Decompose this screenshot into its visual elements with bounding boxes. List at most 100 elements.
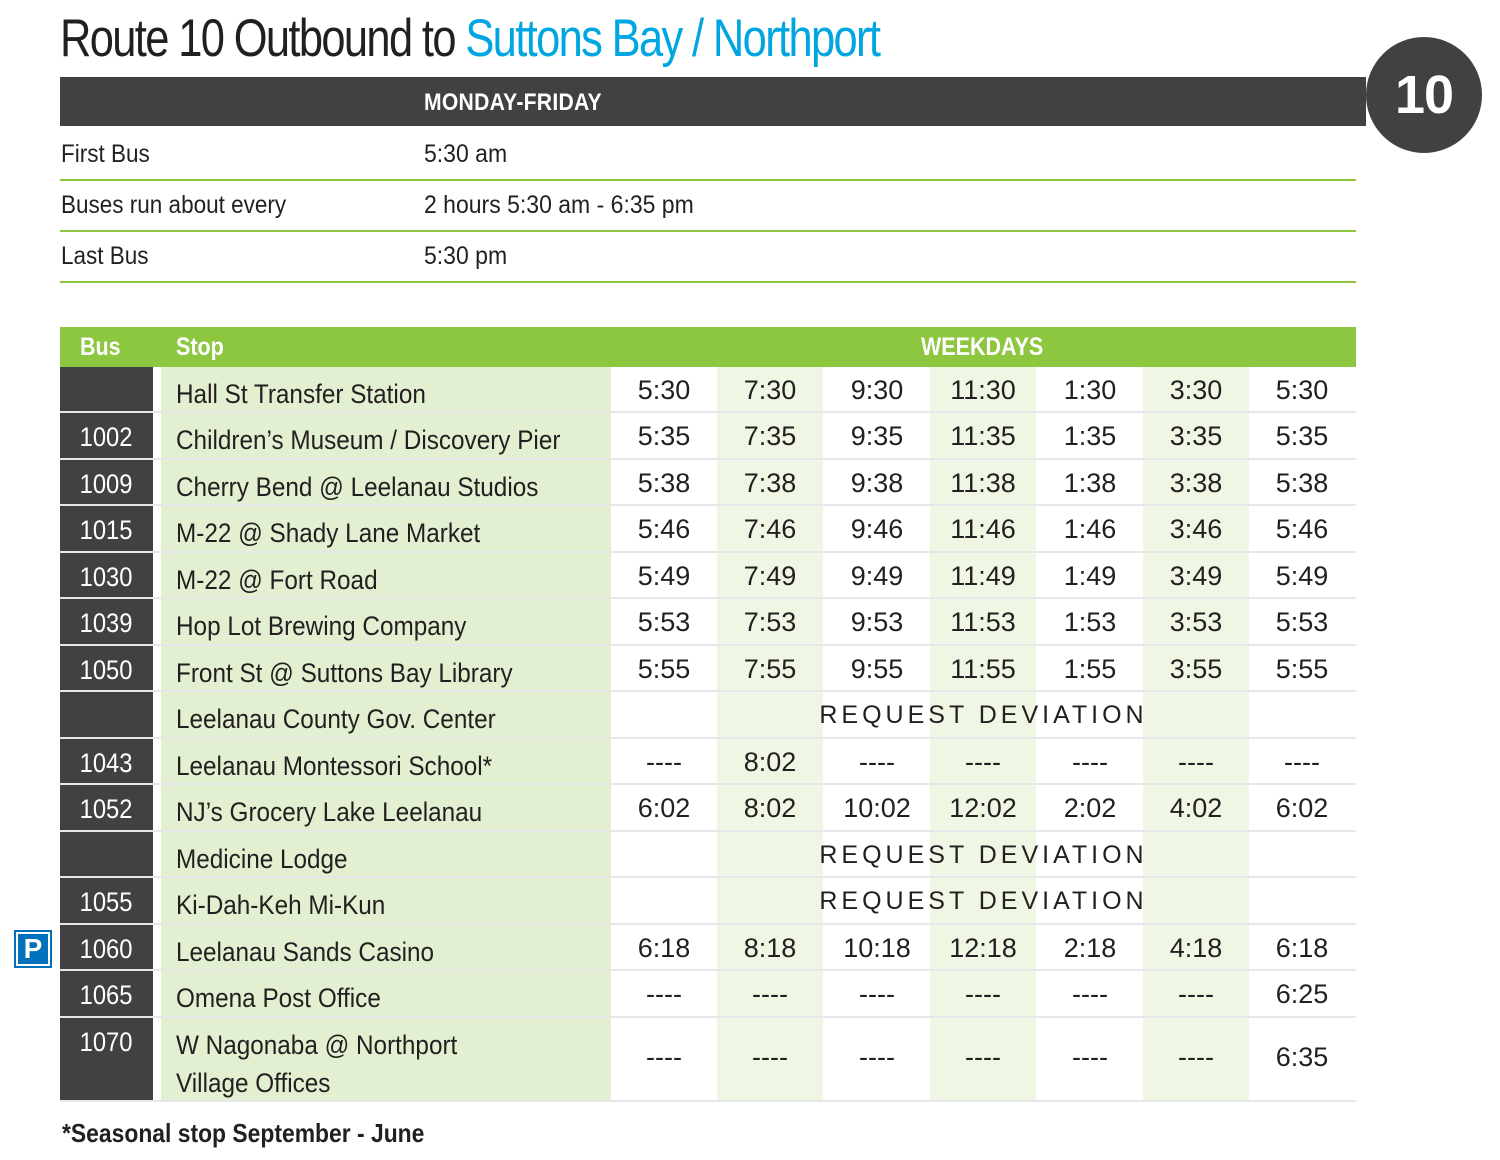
departure-time: 1:55: [1063, 654, 1117, 684]
bus-stop-id: 1002: [60, 413, 153, 458]
departure-time: 9:55: [850, 654, 904, 684]
request-deviation-note: REQUEST DEVIATION: [819, 887, 1148, 915]
departure-time: 3:30: [1169, 375, 1223, 405]
departure-time: 5:55: [637, 654, 691, 684]
departure-time: 7:30: [743, 375, 797, 405]
summary-row: First Bus 5:30 am: [60, 128, 1356, 181]
departure-time: 5:49: [637, 561, 691, 591]
departure-time: ----: [1178, 1042, 1214, 1072]
table-row: 1002 Children’s Museum / Discovery Pier 5:…: [60, 413, 1356, 460]
departure-time: 7:46: [743, 514, 797, 544]
departure-time: 4:02: [1169, 793, 1223, 823]
departure-time: 7:55: [743, 654, 797, 684]
stop-name: Children’s Museum / Discovery Pier: [176, 425, 561, 455]
departure-time: ----: [965, 979, 1001, 1009]
departure-time: ----: [859, 747, 895, 777]
bus-stop-id: 1015: [60, 506, 153, 551]
stop-name: Medicine Lodge: [176, 844, 348, 874]
departure-time: 7:35: [743, 421, 797, 451]
departure-time: 6:18: [637, 933, 691, 963]
departure-time: 3:49: [1169, 561, 1223, 591]
bus-stop-id: 1065: [60, 971, 153, 1016]
time-column-shading: [717, 367, 823, 1101]
departure-time: 9:30: [850, 375, 904, 405]
departure-time: ----: [752, 1042, 788, 1072]
departure-time: ----: [965, 747, 1001, 777]
departure-time: 8:18: [743, 933, 797, 963]
departure-time: ----: [859, 979, 895, 1009]
departure-time: ----: [1284, 747, 1320, 777]
route-number-badge: 10: [1362, 33, 1486, 157]
title-destination: Suttons Bay / Northport: [465, 9, 881, 68]
summary-row: Buses run about every 2 hours 5:30 am - …: [60, 179, 1356, 232]
departure-time: 3:35: [1169, 421, 1223, 451]
table-row: 1060 Leelanau Sands Casino 6:18 8:18 10:18 12…: [60, 925, 1356, 971]
departure-time: 9:38: [850, 468, 904, 498]
page-title: Route 10 Outbound to Suttons Bay / North…: [60, 8, 881, 69]
bus-stop-id: 1043: [60, 739, 153, 783]
stop-column-shading: [161, 367, 611, 1101]
bus-stop-id: [60, 367, 153, 411]
bus-stop-id: 1070: [60, 1018, 153, 1100]
departure-time: 6:18: [1275, 933, 1329, 963]
departure-time: 8:02: [743, 793, 797, 823]
departure-time: 11:55: [950, 654, 1016, 684]
departure-time: 5:53: [1275, 607, 1329, 637]
time-column-shading: [930, 367, 1036, 1101]
departure-time: 6:25: [1275, 979, 1329, 1009]
summary-value: 2 hours 5:30 am - 6:35 pm: [424, 191, 694, 219]
departure-time: 5:38: [1275, 468, 1329, 498]
header-bus: Bus: [80, 333, 121, 361]
departure-time: 1:38: [1063, 468, 1117, 498]
departure-time: ----: [859, 1042, 895, 1072]
bus-stop-id-text: 1060: [80, 934, 133, 964]
bus-stop-id: 1009: [60, 460, 153, 504]
departure-time: ----: [1072, 1042, 1108, 1072]
summary-value: 5:30 pm: [424, 242, 508, 270]
bus-stop-id-text: 1065: [80, 980, 133, 1010]
bus-stop-id: 1055: [60, 878, 153, 923]
departure-time: 1:46: [1063, 514, 1117, 544]
departure-time: ----: [646, 979, 682, 1009]
table-row: 1065 Omena Post Office ---- ---- ---- ---- ---…: [60, 971, 1356, 1018]
departure-time: 11:35: [950, 421, 1016, 451]
departure-time: 1:35: [1063, 421, 1117, 451]
departure-time: ----: [646, 747, 682, 777]
departure-time: 7:53: [743, 607, 797, 637]
bus-stop-id: 1052: [60, 785, 153, 830]
departure-time: 11:30: [950, 375, 1016, 405]
departure-time: 7:38: [743, 468, 797, 498]
stop-name: Front St @ Suttons Bay Library: [176, 658, 513, 688]
departure-time: 1:30: [1063, 375, 1117, 405]
stop-name: Omena Post Office: [176, 983, 381, 1013]
table-row: Hall St Transfer Station 5:30 7:30 9:30 11:3…: [60, 367, 1356, 413]
table-row: 1039 Hop Lot Brewing Company 5:53 7:53 9:53 1…: [60, 599, 1356, 646]
stop-name: Cherry Bend @ Leelanau Studios: [176, 472, 539, 502]
departure-time: 6:35: [1275, 1042, 1329, 1072]
parking-icon: P: [14, 930, 52, 968]
stop-name: W Nagonaba @ Northport Village Offices: [176, 1030, 458, 1098]
stop-name: Hall St Transfer Station: [176, 379, 426, 409]
bus-stop-id-text: 1070: [80, 1027, 133, 1057]
departure-time: ----: [646, 1042, 682, 1072]
departure-time: 11:38: [950, 468, 1016, 498]
stop-name: Hop Lot Brewing Company: [176, 611, 467, 641]
departure-time: 10:18: [843, 933, 911, 963]
departure-time: 9:49: [850, 561, 904, 591]
departure-time: 9:53: [850, 607, 904, 637]
departure-time: 5:35: [1275, 421, 1329, 451]
departure-time: ----: [1178, 747, 1214, 777]
departure-time: 1:53: [1063, 607, 1117, 637]
bus-stop-id-text: 1052: [80, 794, 133, 824]
table-row: 1030 M-22 @ Fort Road 5:49 7:49 9:49 11:49 1:4…: [60, 553, 1356, 599]
departure-time: 2:18: [1063, 933, 1117, 963]
table-row: 1043 Leelanau Montessori School* ---- 8:02 -…: [60, 739, 1356, 785]
departure-time: 11:46: [950, 514, 1016, 544]
departure-time: ----: [1072, 747, 1108, 777]
departure-time: ----: [965, 1042, 1001, 1072]
time-column-shading: [1143, 367, 1249, 1101]
bus-stop-id: 1039: [60, 599, 153, 644]
departure-time: 5:35: [637, 421, 691, 451]
departure-time: 9:35: [850, 421, 904, 451]
summary-label: First Bus: [61, 140, 150, 168]
